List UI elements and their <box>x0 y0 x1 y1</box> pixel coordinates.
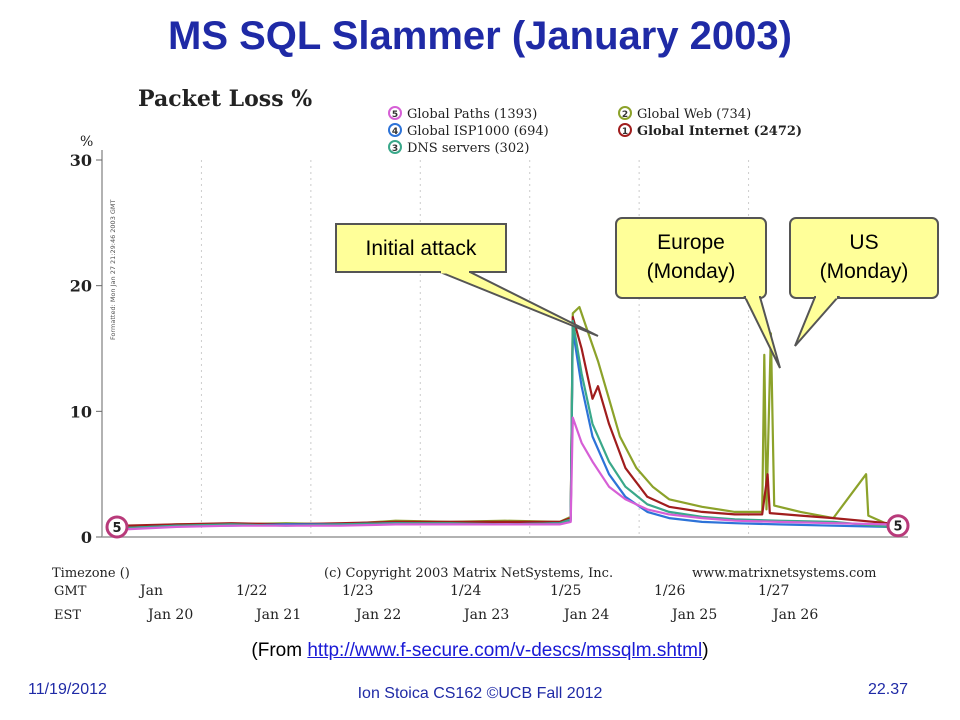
callout-us-line-2: (Monday) <box>819 260 909 283</box>
legend-number: 5 <box>392 110 398 120</box>
tz-tick-label: 1/27 <box>758 583 789 599</box>
tz-tick-label: Jan 23 <box>462 607 509 623</box>
legend-label: Global Paths (1393) <box>407 107 537 122</box>
legend-number: 2 <box>622 110 628 120</box>
source-line: (From http://www.f-secure.com/v-descs/ms… <box>0 640 960 662</box>
y-tick-label: 10 <box>70 402 92 421</box>
series-end-marker <box>105 515 129 539</box>
source-suffix: ) <box>702 640 709 661</box>
tz-tick-label: 1/23 <box>342 583 373 599</box>
series-end-marker <box>886 514 910 538</box>
y-axis-label: % <box>80 134 93 150</box>
legend-number: 4 <box>392 127 398 137</box>
series-end-label: 5 <box>893 520 902 535</box>
tz-tick-label: 1/25 <box>550 583 581 599</box>
callout-us-text: US (Monday) <box>790 228 938 286</box>
tz-tick-label: 1/24 <box>450 583 482 599</box>
legend-marker <box>388 140 402 154</box>
website-text: www.matrixnetsystems.com <box>692 566 876 581</box>
callout-initial-text: Initial attack <box>336 234 506 263</box>
legend-label: Global ISP1000 (694) <box>407 124 549 139</box>
copyright-text: (c) Copyright 2003 Matrix NetSystems, In… <box>324 566 613 581</box>
tz-tick-label: Jan <box>138 583 163 599</box>
tz-tick-label: 1/22 <box>236 583 267 599</box>
series-line <box>121 305 889 528</box>
series-line <box>121 416 889 531</box>
source-link[interactable]: http://www.f-secure.com/v-descs/mssqlm.s… <box>307 640 703 661</box>
legend-label: Global Web (734) <box>637 107 751 122</box>
legend-marker <box>388 106 402 120</box>
y-tick-label: 0 <box>81 528 92 547</box>
chart-title: Packet Loss % <box>138 86 312 112</box>
y-tick-label: 30 <box>70 151 92 170</box>
tz-tick-label: Jan 22 <box>354 607 401 623</box>
footer-page-number: 22.37 <box>867 681 908 698</box>
y-tick-label: 20 <box>70 277 92 296</box>
packet-loss-chart: Packet Loss %% 0 10 20 30 Formatted: Mon Jan … <box>52 86 910 623</box>
legend-marker <box>618 123 632 137</box>
series-line <box>121 316 889 527</box>
callout-initial-line: Initial attack <box>365 237 477 260</box>
tz-tick-label: Jan 20 <box>146 607 193 623</box>
tz-tick-label: 1/26 <box>654 583 686 599</box>
timezone-label: Timezone () <box>52 566 130 581</box>
legend-number: 1 <box>622 127 628 137</box>
tz-row-label: EST <box>54 608 81 623</box>
tz-tick-label: Jan 21 <box>254 607 301 623</box>
footer-center: Ion Stoica CS162 ©UCB Fall 2012 <box>357 685 603 702</box>
legend-label: DNS servers (302) <box>407 141 529 156</box>
legend-marker <box>388 123 402 137</box>
callout-europe-text: Europe (Monday) <box>616 228 766 286</box>
tz-row-label: GMT <box>54 584 87 599</box>
tz-tick-label: Jan 26 <box>771 607 818 623</box>
legend-number: 3 <box>392 144 398 154</box>
tz-tick-label: Jan 25 <box>670 607 717 623</box>
source-prefix: (From <box>251 640 308 661</box>
slide-title: MS SQL Slammer (January 2003) <box>168 14 792 58</box>
callout-us-line-1: US <box>849 231 879 254</box>
legend-marker <box>618 106 632 120</box>
callout-europe-line-2: (Monday) <box>646 260 736 283</box>
callout-europe-line-1: Europe <box>657 231 725 254</box>
footer-date: 11/19/2012 <box>28 681 107 698</box>
legend-label: Global Internet (2472) <box>637 124 802 139</box>
formatted-date-text: Formatted: Mon Jan 27 21:29:46 2003 GMT <box>109 199 117 340</box>
series-end-label: 5 <box>112 521 121 536</box>
tz-tick-label: Jan 24 <box>562 607 609 623</box>
